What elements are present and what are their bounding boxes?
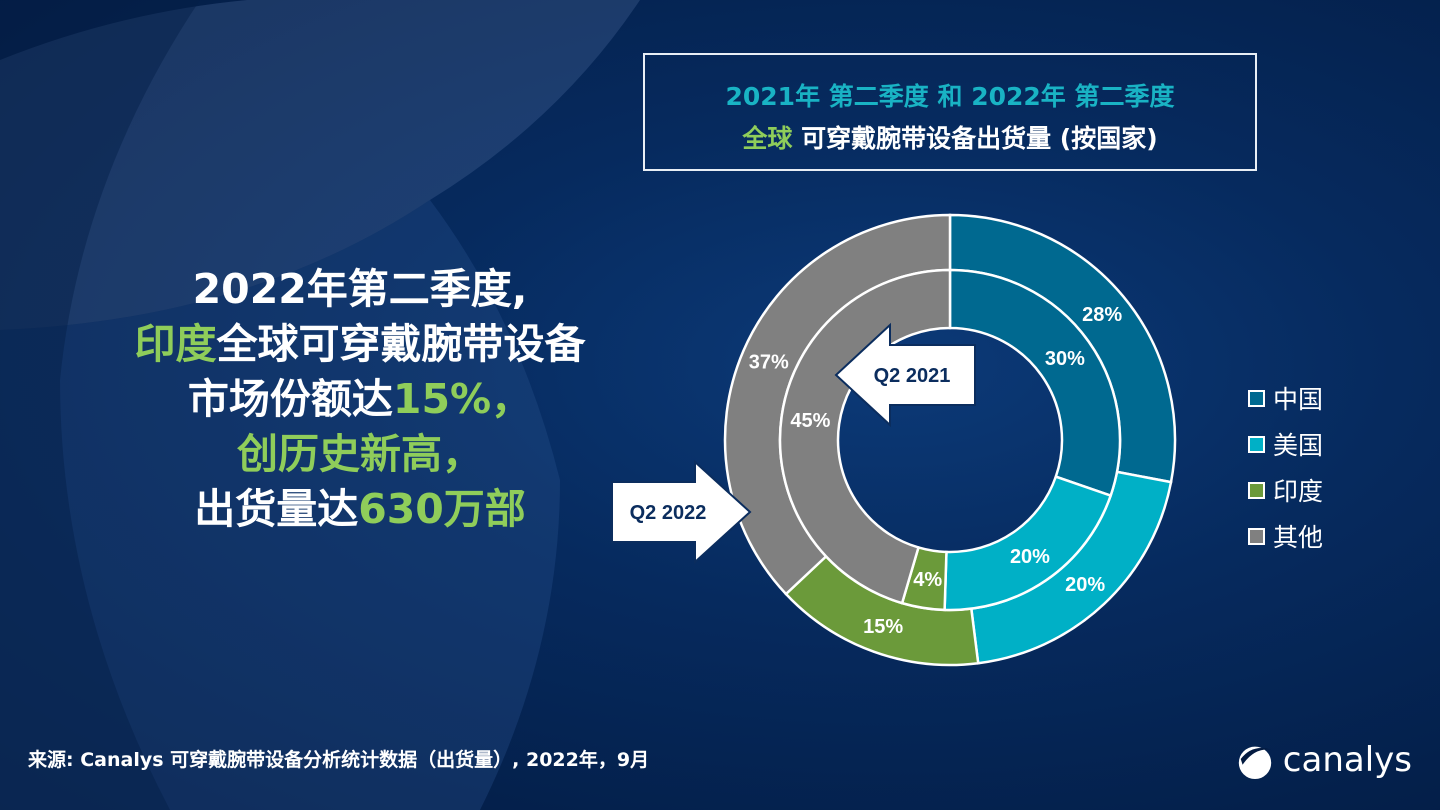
data-label-outer-2: 15% [863, 616, 903, 638]
legend-label: 中国 [1273, 385, 1324, 414]
data-label-outer-3: 37% [749, 352, 789, 374]
legend-item: 美国 [1248, 421, 1323, 467]
headline-line: 创历史新高， [237, 430, 483, 478]
background-swoosh [0, 0, 640, 330]
title-rest: 可穿戴腕带设备出货量 (按国家) [792, 124, 1158, 153]
headline-text: 全球可穿戴腕带设备 [216, 320, 586, 368]
canalys-logo: canalys [1235, 740, 1412, 780]
background-swoosh [0, 0, 200, 810]
legend-item: 印度 [1248, 467, 1323, 513]
headline-line: 印度全球可穿戴腕带设备 [0, 317, 720, 372]
headline: 2022年第二季度, 印度全球可穿戴腕带设备 市场份额达15%， 创历史新高， … [0, 262, 720, 537]
arrow-label-q2-2022: Q2 2022 [630, 502, 707, 524]
data-label-outer-1: 20% [1065, 574, 1105, 596]
logo-text: canalys [1282, 740, 1412, 780]
legend: 中国 美国 印度 其他 [1248, 375, 1323, 559]
headline-highlight: 印度 [134, 320, 217, 368]
legend-swatch [1248, 481, 1265, 499]
background-swoosh [0, 200, 560, 810]
chart-title-line1: 2021年 第二季度 和 2022年 第二季度 [725, 82, 1175, 111]
slice-inner-0 [948, 268, 1122, 498]
canalys-logo-icon [1238, 746, 1271, 780]
legend-swatch [1248, 389, 1265, 407]
data-label-inner-3: 45% [790, 410, 830, 432]
data-label-inner-0: 30% [1045, 348, 1085, 370]
legend-label: 美国 [1273, 431, 1324, 460]
headline-text: 出货量达 [194, 485, 359, 533]
legend-label: 印度 [1273, 477, 1324, 506]
title-highlight: 全球 [742, 124, 793, 153]
data-label-outer-0: 28% [1082, 304, 1122, 326]
legend-swatch [1248, 435, 1265, 453]
data-label-inner-1: 20% [1010, 546, 1050, 568]
headline-highlight: 15%， [392, 375, 533, 423]
legend-item: 中国 [1248, 375, 1323, 421]
headline-line: 2022年第二季度, [192, 265, 528, 313]
source-note: 来源: Canalys 可穿戴腕带设备分析统计数据（出货量）, 2022年，9月 [28, 749, 650, 771]
legend-swatch [1248, 527, 1265, 545]
arrow-label-q2-2021: Q2 2021 [874, 365, 951, 387]
headline-text: 市场份额达 [187, 375, 393, 423]
slice-inner-3 [778, 268, 952, 605]
headline-line: 出货量达630万部 [0, 482, 720, 537]
legend-label: 其他 [1273, 523, 1324, 552]
legend-item: 其他 [1248, 513, 1323, 559]
chart-title-line2: 全球 可穿戴腕带设备出货量 (按国家) [645, 119, 1255, 155]
arrow-q2-2022: Q2 2022 [611, 459, 752, 565]
arrow-q2-2021: Q2 2021 [834, 322, 976, 428]
chart-title-box: 2021年 第二季度 和 2022年 第二季度 全球 可穿戴腕带设备出货量 (按… [643, 53, 1257, 171]
headline-line: 市场份额达15%， [0, 372, 720, 427]
headline-highlight: 630万部 [358, 485, 526, 533]
data-label-inner-2: 4% [913, 569, 942, 591]
